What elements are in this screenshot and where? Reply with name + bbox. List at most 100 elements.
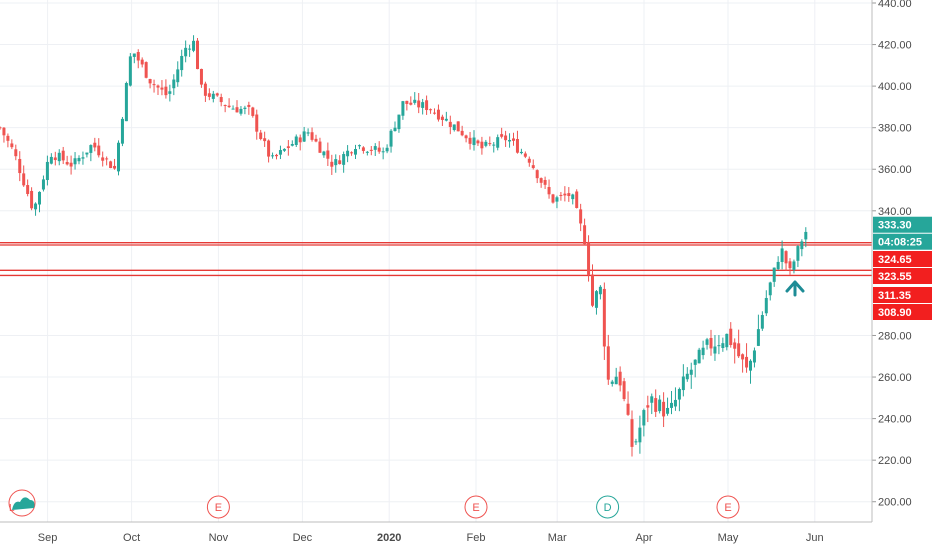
candle-body[interactable] (81, 157, 85, 159)
candle-body[interactable] (764, 297, 768, 314)
candle[interactable] (385, 144, 389, 154)
candle-body[interactable] (452, 124, 456, 131)
candle[interactable] (53, 151, 57, 166)
candle-body[interactable] (488, 143, 492, 145)
candle[interactable] (275, 153, 278, 160)
candle-body[interactable] (397, 114, 401, 130)
candle[interactable] (120, 116, 124, 147)
candle-body[interactable] (606, 346, 610, 380)
candle-body[interactable] (219, 97, 223, 103)
candle-body[interactable] (393, 127, 397, 132)
candle-body[interactable] (314, 138, 318, 142)
candle-body[interactable] (168, 91, 172, 94)
candle-body[interactable] (468, 137, 472, 144)
candle[interactable] (227, 98, 231, 108)
candle[interactable] (350, 151, 354, 156)
candle[interactable] (164, 79, 168, 99)
candle[interactable] (539, 177, 543, 188)
candle-body[interactable] (369, 149, 373, 151)
candle-body[interactable] (65, 162, 69, 165)
candle-body[interactable] (164, 86, 168, 96)
candle[interactable] (717, 335, 721, 355)
event-marker-circle[interactable] (206, 495, 230, 519)
candle-body[interactable] (745, 356, 749, 368)
candle[interactable] (93, 137, 97, 152)
candle[interactable] (61, 146, 65, 165)
candle-body[interactable] (105, 158, 109, 160)
candle[interactable] (448, 115, 452, 135)
candle-body[interactable] (298, 137, 302, 143)
candle-body[interactable] (109, 161, 113, 169)
candle-body[interactable] (172, 79, 176, 89)
candle[interactable] (460, 125, 464, 137)
candle[interactable] (764, 290, 768, 317)
candle-body[interactable] (38, 191, 41, 205)
candle-body[interactable] (192, 40, 196, 51)
candle-body[interactable] (57, 152, 61, 162)
candle-body[interactable] (685, 373, 689, 380)
candle[interactable] (421, 98, 425, 115)
candle[interactable] (6, 133, 10, 148)
candle[interactable] (330, 154, 334, 175)
candle-body[interactable] (101, 157, 105, 161)
candle[interactable] (22, 165, 26, 187)
candle-body[interactable] (559, 194, 563, 196)
candle-body[interactable] (211, 93, 215, 99)
candle[interactable] (255, 109, 259, 140)
candle[interactable] (476, 139, 480, 147)
candle[interactable] (729, 322, 733, 348)
candle[interactable] (685, 367, 689, 382)
candle-body[interactable] (440, 116, 444, 120)
candle-body[interactable] (381, 151, 385, 153)
candle[interactable] (488, 136, 492, 147)
candle-body[interactable] (69, 162, 73, 167)
candle[interactable] (73, 152, 77, 170)
candle[interactable] (18, 151, 22, 182)
candle-body[interactable] (729, 328, 733, 345)
candle-body[interactable] (796, 246, 800, 261)
candle-body[interactable] (357, 145, 361, 147)
candle-body[interactable] (638, 427, 642, 443)
candle[interactable] (176, 61, 180, 87)
candle-body[interactable] (132, 53, 136, 57)
candle-body[interactable] (567, 193, 571, 197)
candle-body[interactable] (630, 419, 634, 447)
candle-body[interactable] (30, 190, 34, 209)
candle[interactable] (306, 128, 310, 137)
candle-body[interactable] (176, 69, 180, 83)
candle[interactable] (444, 111, 448, 122)
candle-body[interactable] (673, 399, 677, 407)
candle-body[interactable] (326, 150, 330, 159)
candle[interactable] (77, 155, 81, 165)
candle[interactable] (199, 68, 203, 88)
candle-body[interactable] (34, 203, 38, 210)
candle[interactable] (10, 139, 14, 150)
candle-body[interactable] (409, 102, 413, 105)
candle[interactable] (381, 147, 385, 160)
candle[interactable] (417, 92, 421, 114)
candle[interactable] (326, 142, 330, 166)
candle[interactable] (610, 379, 614, 387)
candle[interactable] (559, 192, 563, 201)
candle[interactable] (196, 38, 199, 70)
candle-body[interactable] (456, 121, 460, 132)
candle[interactable] (555, 195, 559, 209)
candle-body[interactable] (515, 139, 519, 153)
candle-body[interactable] (697, 349, 701, 364)
candle-body[interactable] (373, 146, 377, 150)
candle[interactable] (365, 150, 369, 156)
candle[interactable] (745, 343, 749, 373)
candle[interactable] (646, 395, 650, 423)
candle[interactable] (405, 100, 409, 111)
candle[interactable] (302, 126, 306, 143)
candle[interactable] (721, 337, 725, 352)
candle-body[interactable] (610, 381, 614, 384)
candle[interactable] (756, 314, 760, 347)
candle[interactable] (211, 90, 215, 103)
candle-body[interactable] (733, 342, 737, 349)
candle[interactable] (697, 347, 701, 364)
candle[interactable] (361, 146, 365, 154)
candle-body[interactable] (760, 315, 764, 329)
candle-body[interactable] (278, 150, 282, 155)
